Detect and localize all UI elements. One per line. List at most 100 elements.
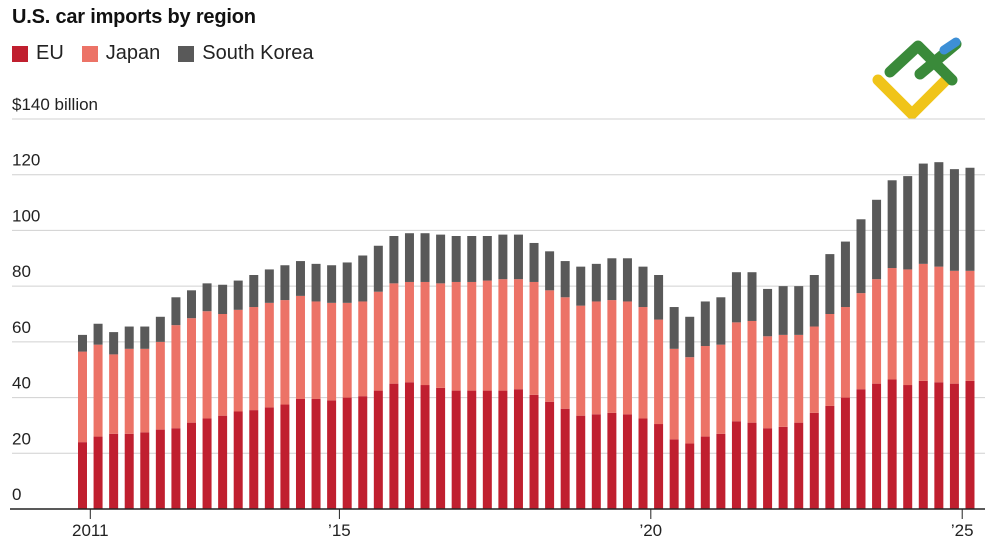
bar-eu: 2015 Q2 EU (358, 396, 368, 509)
bar-south-korea: 2020 Q3 South Korea (685, 316, 695, 358)
bar-japan: 2023 Q4 Japan (887, 268, 897, 380)
bar-japan: 2012 Q2 Japan (171, 325, 181, 429)
bar-south-korea: 2020 Q2 South Korea (669, 307, 679, 349)
bar-japan: 2016 Q2 Japan (420, 281, 430, 386)
bar-eu: 2011 Q1 EU (93, 436, 103, 509)
bar-japan: 2015 Q2 Japan (358, 301, 368, 397)
legend-label-japan: Japan (105, 42, 161, 64)
bar-japan: 2012 Q3 Japan (186, 318, 196, 423)
bar-south-korea: 2019 Q3 South Korea (622, 258, 632, 302)
bar-japan: 2016 Q3 Japan (436, 283, 446, 388)
bar-south-korea: 2019 Q4 South Korea (638, 266, 648, 308)
bar-eu: 2017 Q4 EU (513, 389, 523, 509)
bar-eu: 2014 Q2 EU (295, 398, 305, 509)
bar-south-korea: 2012 Q1 South Korea (155, 316, 165, 342)
bar-eu: 2013 Q1 EU (218, 415, 228, 509)
bar-south-korea: 2021 Q1 South Korea (716, 297, 726, 345)
bar-japan: 2020 Q3 Japan (685, 357, 695, 444)
bar-japan: 2017 Q1 Japan (467, 281, 477, 391)
bar-south-korea: 2019 Q1 South Korea (591, 263, 601, 302)
bar-japan: 2018 Q1 Japan (529, 281, 539, 395)
bar-japan: 2024 Q2 Japan (918, 263, 928, 381)
bars: 2010 Q4 EU2010 Q4 Japan2010 Q4 South Kor… (78, 162, 975, 509)
bar-japan: 2016 Q1 Japan (404, 281, 414, 383)
bar-japan: 2021 Q1 Japan (716, 344, 726, 434)
bar-japan: 2023 Q2 Japan (856, 293, 866, 390)
bar-japan: 2015 Q1 Japan (342, 302, 352, 398)
bar-south-korea: 2023 Q2 South Korea (856, 219, 866, 294)
bar-japan: 2015 Q4 Japan (389, 283, 399, 384)
bar-eu: 2023 Q4 EU (887, 379, 897, 509)
bar-japan: 2017 Q2 Japan (482, 280, 492, 391)
bar-eu: 2017 Q1 EU (467, 390, 477, 509)
chart-title: U.S. car imports by region (12, 6, 256, 28)
bar-japan: 2012 Q1 Japan (155, 341, 165, 430)
bar-eu: 2022 Q1 EU (778, 426, 788, 509)
bar-eu: 2016 Q1 EU (404, 382, 414, 509)
bar-south-korea: 2014 Q3 South Korea (311, 263, 321, 302)
bar-south-korea: 2017 Q4 South Korea (513, 234, 523, 280)
bar-eu: 2019 Q3 EU (622, 414, 632, 509)
bar-japan: 2018 Q2 Japan (545, 290, 555, 402)
bar-eu: 2015 Q4 EU (389, 383, 399, 509)
bar-eu: 2013 Q2 EU (233, 411, 243, 509)
bar-eu: 2017 Q2 EU (482, 390, 492, 509)
legend-item-japan: Japan (81, 42, 161, 65)
bar-south-korea: 2015 Q3 South Korea (373, 245, 383, 292)
bar-south-korea: 2011 Q2 South Korea (109, 332, 119, 355)
bar-south-korea: 2021 Q2 South Korea (731, 272, 741, 323)
bar-south-korea: 2020 Q4 South Korea (700, 301, 710, 347)
bar-eu: 2021 Q3 EU (747, 422, 757, 509)
bar-japan: 2012 Q4 Japan (202, 311, 212, 419)
bar-japan: 2015 Q3 Japan (373, 291, 383, 391)
bar-japan: 2014 Q4 Japan (327, 302, 337, 401)
bar-south-korea: 2011 Q4 South Korea (140, 326, 150, 349)
bar-japan: 2010 Q4 Japan (78, 351, 87, 443)
bar-south-korea: 2015 Q1 South Korea (342, 262, 352, 303)
legend-item-eu: EU (12, 42, 64, 65)
y-tick-label: 0 (12, 485, 21, 504)
legend-swatch-south-korea (178, 45, 195, 62)
bar-eu: 2015 Q3 EU (373, 390, 383, 509)
bar-south-korea: 2022 Q1 South Korea (778, 286, 788, 335)
bar-japan: 2014 Q3 Japan (311, 301, 321, 399)
bar-south-korea: 2022 Q4 South Korea (825, 254, 835, 314)
bar-japan: 2013 Q1 Japan (218, 314, 228, 416)
bar-eu: 2022 Q2 EU (794, 422, 804, 509)
bar-eu: 2014 Q1 EU (280, 404, 290, 509)
bar-south-korea: 2022 Q3 South Korea (809, 275, 819, 327)
bar-eu: 2024 Q4 EU (949, 383, 959, 509)
bar-eu: 2018 Q2 EU (545, 401, 555, 509)
bar-eu: 2020 Q2 EU (669, 439, 679, 509)
bar-south-korea: 2025 Q1 South Korea (965, 167, 975, 271)
bar-south-korea: 2017 Q3 South Korea (498, 234, 508, 280)
bar-south-korea: 2016 Q3 South Korea (436, 234, 446, 284)
bar-south-korea: 2023 Q4 South Korea (887, 180, 897, 269)
bar-eu: 2018 Q1 EU (529, 394, 539, 509)
bar-japan: 2011 Q2 Japan (109, 354, 119, 434)
bar-eu: 2022 Q4 EU (825, 405, 835, 509)
brand-logo-icon (872, 37, 962, 120)
bar-south-korea: 2024 Q1 South Korea (903, 176, 913, 270)
bar-eu: 2012 Q4 EU (202, 418, 212, 509)
bar-eu: 2012 Q1 EU (155, 429, 165, 509)
bar-eu: 2013 Q3 EU (249, 410, 259, 509)
bar-japan: 2019 Q4 Japan (638, 307, 648, 419)
bar-japan: 2017 Q3 Japan (498, 279, 508, 391)
bar-eu: 2023 Q3 EU (872, 383, 882, 509)
bar-japan: 2018 Q3 Japan (560, 297, 570, 409)
bar-south-korea: 2015 Q2 South Korea (358, 255, 368, 302)
bar-eu: 2018 Q3 EU (560, 408, 570, 509)
bar-south-korea: 2021 Q3 South Korea (747, 272, 757, 321)
bar-eu: 2010 Q4 EU (78, 442, 87, 509)
legend-label-eu: EU (36, 42, 64, 64)
bar-south-korea: 2023 Q1 South Korea (840, 241, 850, 308)
bar-south-korea: 2017 Q2 South Korea (482, 236, 492, 281)
bar-eu: 2015 Q1 EU (342, 397, 352, 509)
bar-japan: 2020 Q4 Japan (700, 346, 710, 437)
bar-japan: 2021 Q2 Japan (731, 322, 741, 422)
bar-japan: 2022 Q4 Japan (825, 314, 835, 406)
bar-eu: 2011 Q3 EU (124, 433, 134, 509)
bar-eu: 2024 Q3 EU (934, 382, 944, 509)
